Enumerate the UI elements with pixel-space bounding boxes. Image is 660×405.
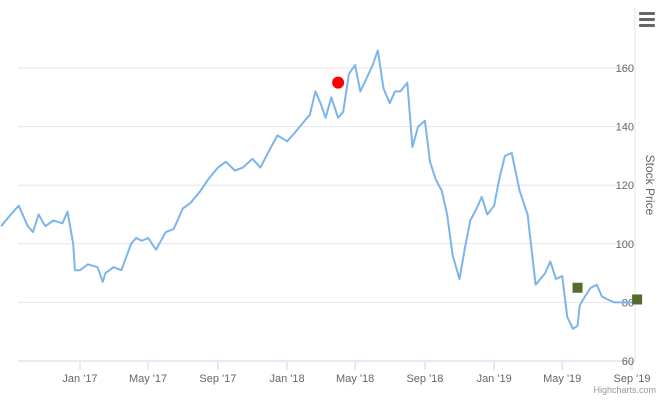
y-tick-label: 60 bbox=[622, 356, 634, 368]
x-tick-label: Jan '17 bbox=[62, 373, 97, 385]
y-tick-label: 140 bbox=[616, 122, 634, 134]
x-tick-label: May '17 bbox=[129, 373, 167, 385]
y-axis-title: Stock Price bbox=[643, 155, 657, 216]
x-axis: Jan '17 May '17 Sep '17 Jan '18 May '18 Sep '… bbox=[62, 362, 650, 385]
credits-link[interactable]: Highcharts.com bbox=[593, 385, 656, 395]
sell-point-marker[interactable] bbox=[632, 294, 643, 305]
x-tick-label: May '19 bbox=[543, 373, 581, 385]
marker-layer bbox=[332, 76, 643, 305]
buy-point-marker[interactable] bbox=[332, 76, 345, 89]
y-tick-label: 100 bbox=[616, 239, 634, 251]
x-tick-label: Jan '18 bbox=[270, 373, 305, 385]
y-tick-label: 120 bbox=[616, 180, 634, 192]
hamburger-menu-icon[interactable] bbox=[639, 12, 655, 27]
y-tick-label: 160 bbox=[616, 63, 634, 75]
x-tick-label: May '18 bbox=[336, 373, 374, 385]
x-tick-label: Sep '19 bbox=[614, 373, 651, 385]
sell-point-marker[interactable] bbox=[572, 282, 583, 293]
grid-layer bbox=[18, 8, 636, 362]
x-tick-label: Sep '18 bbox=[406, 373, 443, 385]
x-tick-label: Jan '19 bbox=[477, 373, 512, 385]
x-tick-label: Sep '17 bbox=[199, 373, 236, 385]
price-series-line bbox=[0, 49, 638, 330]
